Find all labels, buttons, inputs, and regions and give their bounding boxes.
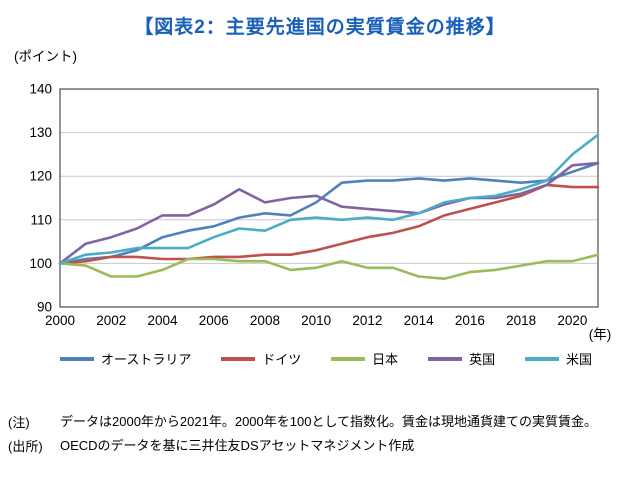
legend-label: 米国 bbox=[565, 352, 592, 367]
x-tick-label: 2004 bbox=[147, 313, 178, 328]
note-label: (注) bbox=[8, 415, 30, 430]
plot-border bbox=[59, 88, 599, 308]
legend-swatch bbox=[60, 356, 94, 361]
legend-label: ドイツ bbox=[262, 352, 302, 367]
x-tick-label: 2016 bbox=[455, 313, 485, 328]
legend-swatch bbox=[524, 356, 559, 361]
legend-item: 米国 bbox=[524, 349, 592, 368]
legend-label: 英国 bbox=[469, 352, 496, 367]
series-line-米国 bbox=[58, 133, 600, 265]
series-line-日本 bbox=[58, 253, 600, 280]
x-tick-label: 2010 bbox=[301, 313, 331, 328]
legend-item: 日本 bbox=[331, 349, 398, 368]
x-tick-label: 2020 bbox=[557, 313, 587, 328]
series-line-オーストラリア bbox=[58, 161, 600, 265]
legend-swatch bbox=[221, 356, 256, 361]
x-tick-label: 2018 bbox=[506, 313, 536, 328]
y-tick-label: 100 bbox=[29, 256, 52, 271]
page-title: 【図表2：主要先進国の実質賃金の推移】 bbox=[134, 17, 506, 38]
x-axis-unit-label: (年) bbox=[589, 327, 612, 342]
x-tick-label: 2002 bbox=[96, 313, 126, 328]
y-tick-label: 140 bbox=[29, 82, 52, 97]
legend-item: オーストラリア bbox=[60, 349, 191, 368]
source-label: (出所) bbox=[8, 438, 43, 454]
source-row: (出所) OECDのデータを基に三井住友DSアセットマネジメント作成 bbox=[8, 436, 628, 456]
legend-swatch bbox=[331, 356, 366, 361]
y-tick-label: 130 bbox=[29, 125, 52, 140]
legend-swatch bbox=[428, 356, 463, 361]
legend-label: 日本 bbox=[372, 352, 399, 367]
legend-label: オーストラリア bbox=[101, 352, 192, 367]
y-tick-label: 90 bbox=[37, 300, 52, 315]
x-tick-label: 2014 bbox=[404, 313, 435, 328]
y-tick-label: 110 bbox=[30, 212, 52, 227]
series-line-英国 bbox=[58, 161, 600, 265]
legend-item: ドイツ bbox=[221, 349, 301, 368]
y-tick-label: 120 bbox=[29, 169, 52, 184]
x-tick-label: 2006 bbox=[199, 313, 229, 328]
source-text: OECDのデータを基に三井住友DSアセットマネジメント作成 bbox=[60, 437, 415, 453]
line-chart: 90 100 110 120 130 140 2000 2002 2004 2006 2008 201… bbox=[14, 49, 612, 342]
x-tick-label: 2000 bbox=[45, 313, 75, 328]
x-tick-label: 2012 bbox=[352, 313, 382, 328]
series-line-ドイツ bbox=[58, 183, 600, 265]
notes: (注) データは2000年から2021年。2000年を100として指数化。賃金は… bbox=[0, 412, 640, 455]
legend-item: 英国 bbox=[428, 349, 495, 368]
note-row: (注) データは2000年から2021年。2000年を100として指数化。賃金は… bbox=[8, 412, 628, 432]
legend: オーストラリア ドイツ 日本 英国 米国 bbox=[0, 349, 640, 368]
x-tick-label: 2008 bbox=[250, 313, 280, 328]
y-axis-unit-label: (ポイント) bbox=[14, 49, 77, 64]
note-text: データは2000年から2021年。2000年を100として指数化。賃金は現地通貨… bbox=[60, 414, 598, 429]
chart-area: 90 100 110 120 130 140 2000 2002 2004 2006 2008 201… bbox=[0, 41, 640, 343]
